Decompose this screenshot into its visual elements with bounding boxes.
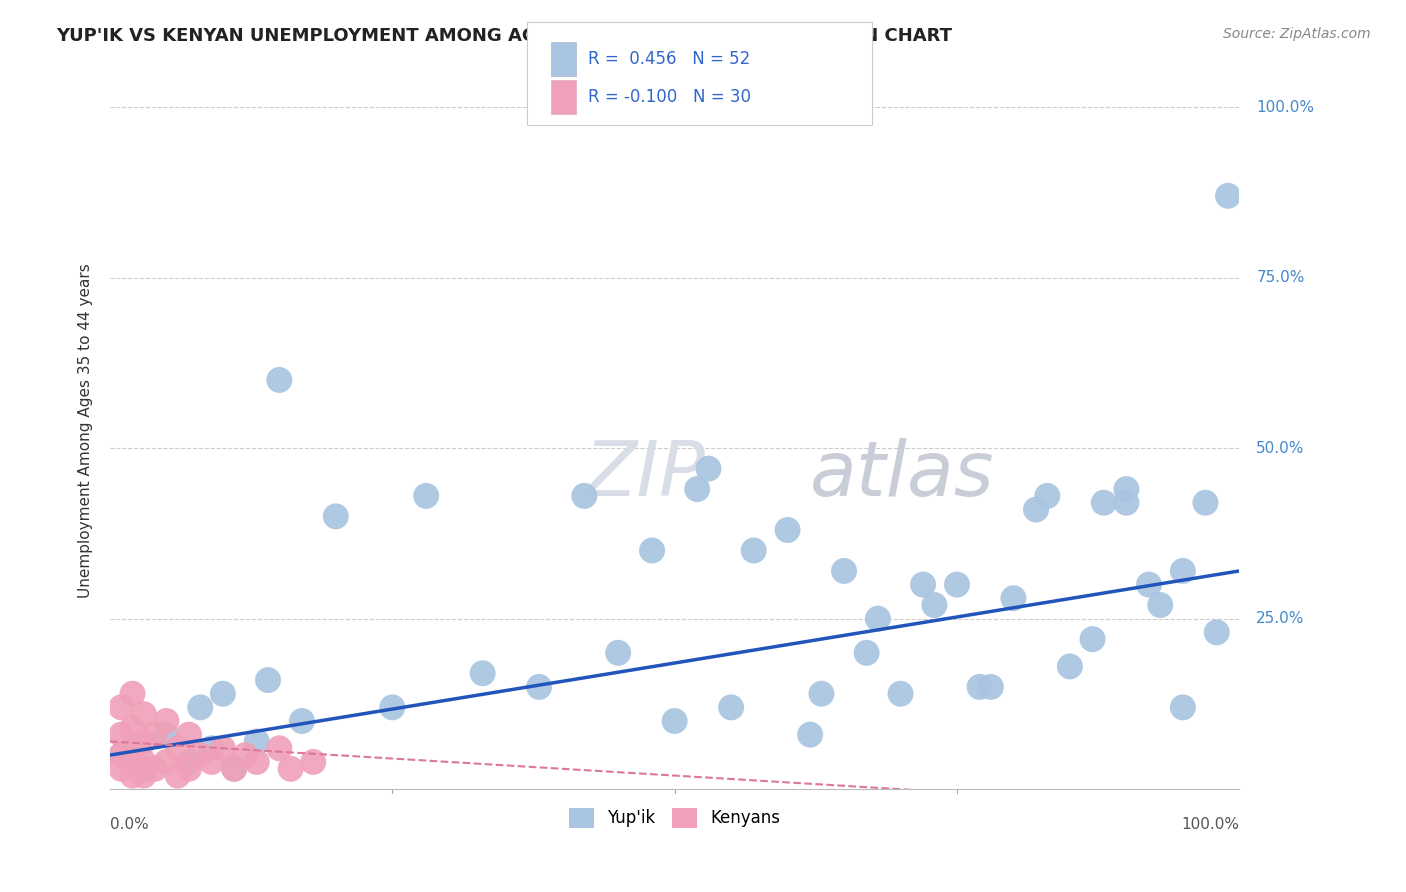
Text: ZIP: ZIP [585,439,706,512]
Point [1081,632,1104,647]
Point [257,673,280,687]
Text: R = -0.100   N = 30: R = -0.100 N = 30 [588,88,751,106]
Point [132,755,155,769]
Point [155,728,177,742]
Point [1059,659,1081,673]
Text: YUP'IK VS KENYAN UNEMPLOYMENT AMONG AGES 35 TO 44 YEARS CORRELATION CHART: YUP'IK VS KENYAN UNEMPLOYMENT AMONG AGES… [56,27,952,45]
Point [799,728,821,742]
Point [155,755,177,769]
Point [302,755,325,769]
Point [132,762,155,776]
Point [1205,625,1227,640]
Point [155,714,177,728]
Point [110,748,132,763]
Point [235,748,257,763]
Point [110,700,132,714]
Point [1115,496,1137,510]
Point [969,680,991,694]
Point [686,482,709,496]
Point [325,509,347,524]
Point [224,762,246,776]
Point [246,734,269,748]
Point [889,687,911,701]
Point [132,707,155,722]
Point [664,714,686,728]
Point [1171,700,1194,714]
Point [269,741,291,756]
Point [574,489,596,503]
Point [166,741,188,756]
Point [280,762,302,776]
Point [980,680,1002,694]
Point [381,700,404,714]
Point [1036,489,1059,503]
Point [177,762,200,776]
Point [471,666,494,681]
Point [110,748,132,763]
Point [212,687,235,701]
Point [866,612,889,626]
Point [855,646,877,660]
Point [810,687,832,701]
Text: 100.0%: 100.0% [1181,816,1239,831]
Point [641,543,664,558]
Point [924,598,946,612]
Point [1002,591,1025,606]
Text: 0.0%: 0.0% [110,816,149,831]
Point [200,755,222,769]
Text: R =  0.456   N = 52: R = 0.456 N = 52 [588,50,749,68]
Legend: Yup'ik, Kenyans: Yup'ik, Kenyans [562,801,787,835]
Point [177,755,200,769]
Point [121,687,143,701]
Point [132,768,155,782]
Point [1171,564,1194,578]
Point [132,734,155,748]
Point [110,762,132,776]
Point [1149,598,1171,612]
Point [121,741,143,756]
Point [776,523,799,537]
Point [527,680,550,694]
Point [200,741,222,756]
Point [1025,502,1047,516]
Text: atlas: atlas [810,439,994,512]
Point [224,762,246,776]
Point [912,577,935,591]
Point [110,728,132,742]
Point [269,373,291,387]
Y-axis label: Unemployment Among Ages 35 to 44 years: Unemployment Among Ages 35 to 44 years [79,264,93,599]
Point [607,646,630,660]
Point [742,543,765,558]
Text: 25.0%: 25.0% [1257,611,1305,626]
Point [946,577,969,591]
Point [1194,496,1216,510]
Text: Source: ZipAtlas.com: Source: ZipAtlas.com [1223,27,1371,41]
Text: 50.0%: 50.0% [1257,441,1305,456]
Point [291,714,314,728]
Point [1216,188,1239,202]
Point [143,728,166,742]
Point [212,741,235,756]
Point [188,748,211,763]
Point [832,564,855,578]
Point [246,755,269,769]
Point [1115,482,1137,496]
Point [121,721,143,735]
Point [121,755,143,769]
Point [177,728,200,742]
Point [1092,496,1115,510]
Point [1137,577,1160,591]
Point [697,461,720,475]
Text: 75.0%: 75.0% [1257,270,1305,285]
Point [143,762,166,776]
Point [720,700,742,714]
Text: 100.0%: 100.0% [1257,100,1315,114]
Point [415,489,437,503]
Point [166,768,188,782]
Point [188,700,211,714]
Point [121,768,143,782]
